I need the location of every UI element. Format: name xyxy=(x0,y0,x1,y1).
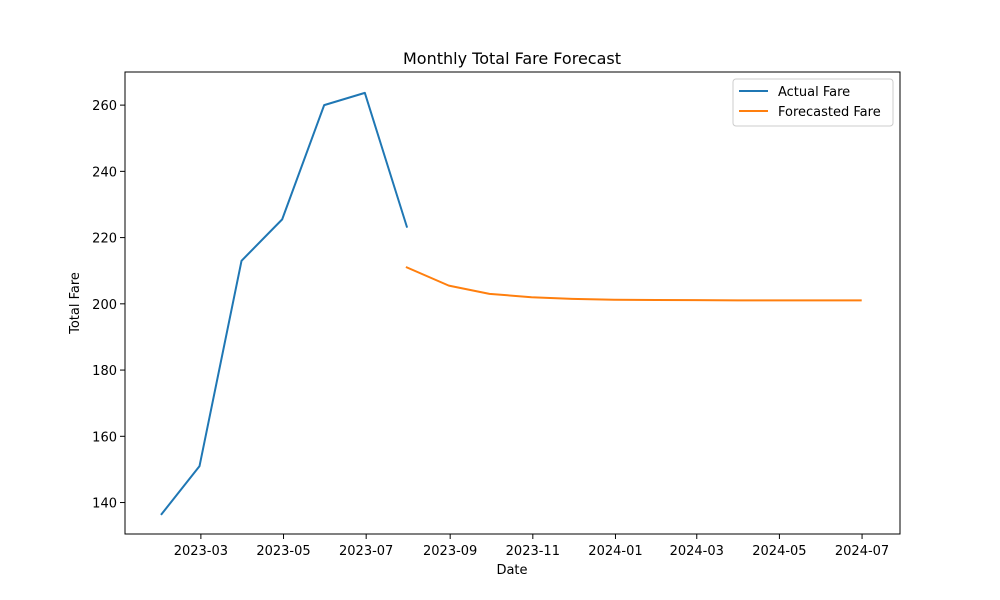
legend-box xyxy=(732,78,894,127)
y-axis: 140 160 180 200 220 240 260 xyxy=(92,99,125,512)
series-layer xyxy=(160,91,862,516)
y-tick-label-160: 160 xyxy=(92,430,117,445)
series-line-actual-fare xyxy=(160,91,409,516)
x-tick-label-2023-09: 2023-09 xyxy=(423,544,477,559)
legend-label-forecasted-fare: Forecasted Fare xyxy=(778,105,881,120)
y-tick-label-240: 240 xyxy=(92,165,117,180)
x-tick-label-2023-03: 2023-03 xyxy=(174,544,228,559)
y-tick-label-140: 140 xyxy=(92,497,117,512)
y-axis-label: Total Fare xyxy=(68,272,83,335)
y-tick-label-200: 200 xyxy=(92,298,117,313)
legend: Actual Fare Forecasted Fare xyxy=(732,78,894,127)
x-tick-label-2023-05: 2023-05 xyxy=(256,544,310,559)
x-tick-label-2024-01: 2024-01 xyxy=(588,544,642,559)
legend-label-actual-fare: Actual Fare xyxy=(778,85,850,100)
x-tick-label-2024-07: 2024-07 xyxy=(835,544,889,559)
chart-title: Monthly Total Fare Forecast xyxy=(403,49,621,68)
x-axis: 2023-03 2023-05 2023-07 2023-09 2023-11 2024-… xyxy=(174,534,889,559)
y-tick-label-180: 180 xyxy=(92,364,117,379)
series-line-forecasted-fare xyxy=(405,266,862,302)
x-tick-label-2023-07: 2023-07 xyxy=(339,544,393,559)
x-tick-label-2024-05: 2024-05 xyxy=(752,544,806,559)
y-tick-label-260: 260 xyxy=(92,99,117,114)
x-tick-label-2023-11: 2023-11 xyxy=(506,544,560,559)
y-tick-label-220: 220 xyxy=(92,232,117,247)
plot-area-frame xyxy=(124,71,901,535)
x-axis-label: Date xyxy=(496,563,527,578)
x-tick-label-2024-03: 2024-03 xyxy=(670,544,724,559)
